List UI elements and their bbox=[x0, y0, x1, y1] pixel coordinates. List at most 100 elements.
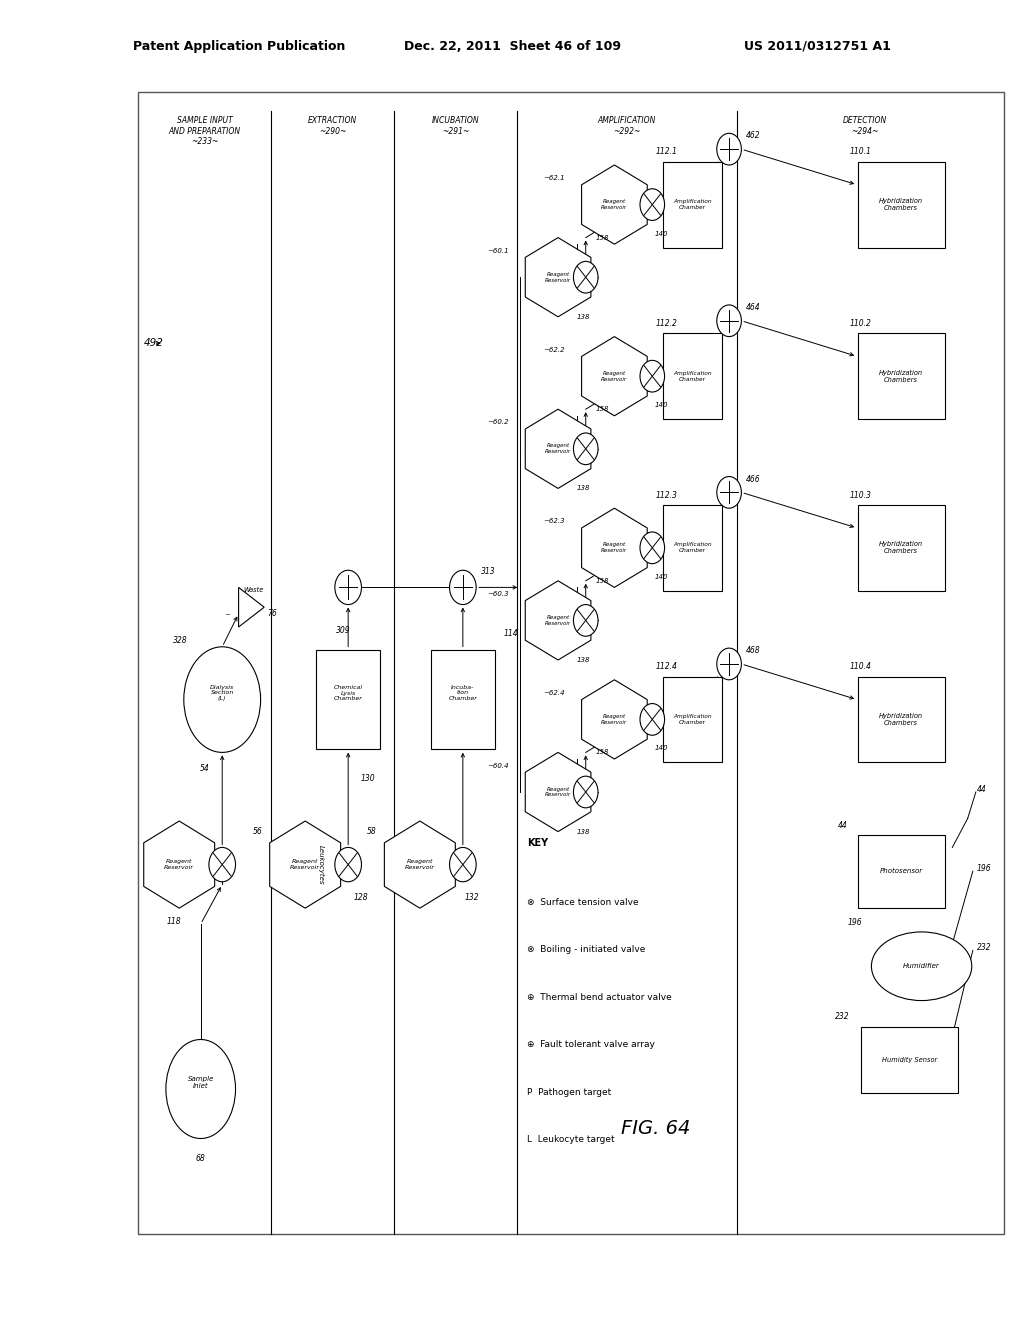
Text: 138: 138 bbox=[577, 829, 591, 834]
Circle shape bbox=[209, 847, 236, 882]
Text: 112.2: 112.2 bbox=[655, 319, 677, 327]
Text: Reagent
Reservoir: Reagent Reservoir bbox=[404, 859, 435, 870]
Text: Hybridization
Chambers: Hybridization Chambers bbox=[879, 713, 924, 726]
FancyBboxPatch shape bbox=[858, 676, 944, 763]
Text: 313: 313 bbox=[481, 568, 496, 576]
Text: Humidity Sensor: Humidity Sensor bbox=[882, 1057, 937, 1063]
Circle shape bbox=[450, 570, 476, 605]
Text: ~60.1: ~60.1 bbox=[487, 248, 509, 253]
Polygon shape bbox=[582, 337, 647, 416]
FancyBboxPatch shape bbox=[316, 651, 380, 750]
FancyBboxPatch shape bbox=[858, 836, 944, 908]
Circle shape bbox=[640, 189, 665, 220]
Text: 112.4: 112.4 bbox=[655, 663, 677, 671]
Text: 112.3: 112.3 bbox=[655, 491, 677, 499]
Circle shape bbox=[640, 532, 665, 564]
Text: 110.2: 110.2 bbox=[850, 319, 871, 327]
Text: KEY: KEY bbox=[527, 838, 549, 849]
FancyBboxPatch shape bbox=[858, 333, 944, 420]
Text: 492: 492 bbox=[143, 338, 163, 348]
Polygon shape bbox=[525, 752, 591, 832]
Text: US 2011/0312751 A1: US 2011/0312751 A1 bbox=[744, 40, 891, 53]
Text: ~62.1: ~62.1 bbox=[544, 176, 565, 181]
Text: 232: 232 bbox=[836, 1012, 850, 1020]
Text: ⊕  Thermal bend actuator valve: ⊕ Thermal bend actuator valve bbox=[527, 993, 672, 1002]
Text: 128: 128 bbox=[353, 894, 368, 902]
Text: 328: 328 bbox=[173, 636, 187, 644]
Text: 132: 132 bbox=[465, 894, 479, 902]
Ellipse shape bbox=[166, 1040, 236, 1138]
Text: 158: 158 bbox=[596, 407, 609, 412]
Polygon shape bbox=[239, 587, 264, 627]
Text: ~62.3: ~62.3 bbox=[544, 519, 565, 524]
Text: Amplification
Chamber: Amplification Chamber bbox=[673, 371, 712, 381]
Text: Dialysis
Section
(L): Dialysis Section (L) bbox=[210, 685, 234, 701]
Text: Humidifier: Humidifier bbox=[903, 964, 940, 969]
Text: SAMPLE INPUT
AND PREPARATION
~233~: SAMPLE INPUT AND PREPARATION ~233~ bbox=[169, 116, 241, 147]
Text: 158: 158 bbox=[596, 235, 609, 240]
FancyBboxPatch shape bbox=[860, 1027, 958, 1093]
Text: Hybridization
Chambers: Hybridization Chambers bbox=[879, 198, 924, 211]
Text: 112.1: 112.1 bbox=[655, 148, 677, 156]
Polygon shape bbox=[525, 409, 591, 488]
Circle shape bbox=[640, 704, 665, 735]
Text: 158: 158 bbox=[596, 578, 609, 583]
Text: 118: 118 bbox=[167, 917, 181, 925]
FancyBboxPatch shape bbox=[663, 676, 722, 763]
Text: 140: 140 bbox=[654, 574, 668, 579]
Circle shape bbox=[717, 648, 741, 680]
Text: 58: 58 bbox=[367, 828, 377, 836]
Text: 138: 138 bbox=[577, 657, 591, 663]
Text: 110.3: 110.3 bbox=[850, 491, 871, 499]
Text: DETECTION
~294~: DETECTION ~294~ bbox=[843, 116, 888, 136]
Text: ~62.2: ~62.2 bbox=[544, 347, 565, 352]
Circle shape bbox=[640, 360, 665, 392]
FancyBboxPatch shape bbox=[858, 162, 944, 248]
Text: ⊕  Fault tolerant valve array: ⊕ Fault tolerant valve array bbox=[527, 1040, 655, 1049]
Text: 130: 130 bbox=[360, 775, 375, 783]
Text: 468: 468 bbox=[745, 647, 760, 655]
Text: 462: 462 bbox=[745, 132, 760, 140]
Text: Chemical
Lysis
Chamber: Chemical Lysis Chamber bbox=[334, 685, 362, 701]
Text: Reagent
Reservoir: Reagent Reservoir bbox=[164, 859, 195, 870]
Text: 140: 140 bbox=[654, 403, 668, 408]
Text: Reagent
Reservoir: Reagent Reservoir bbox=[545, 615, 571, 626]
Ellipse shape bbox=[871, 932, 972, 1001]
Text: 140: 140 bbox=[654, 231, 668, 236]
Polygon shape bbox=[384, 821, 456, 908]
Text: 309: 309 bbox=[336, 627, 350, 635]
Text: P  Pathogen target: P Pathogen target bbox=[527, 1088, 611, 1097]
Text: Hybridization
Chambers: Hybridization Chambers bbox=[879, 541, 924, 554]
Text: 464: 464 bbox=[745, 304, 760, 312]
Text: 232: 232 bbox=[977, 944, 991, 952]
Polygon shape bbox=[143, 821, 215, 908]
Circle shape bbox=[573, 261, 598, 293]
Text: 44: 44 bbox=[977, 785, 987, 793]
Text: 110.4: 110.4 bbox=[850, 663, 871, 671]
FancyBboxPatch shape bbox=[663, 506, 722, 591]
Circle shape bbox=[573, 776, 598, 808]
Polygon shape bbox=[525, 238, 591, 317]
Text: 466: 466 bbox=[745, 475, 760, 483]
FancyBboxPatch shape bbox=[431, 651, 495, 750]
Text: Patent Application Publication: Patent Application Publication bbox=[133, 40, 345, 53]
FancyBboxPatch shape bbox=[858, 506, 944, 591]
Text: INCUBATION
~291~: INCUBATION ~291~ bbox=[432, 116, 479, 136]
Text: Reagent
Reservoir: Reagent Reservoir bbox=[290, 859, 321, 870]
Text: 110.1: 110.1 bbox=[850, 148, 871, 156]
Text: ~60.2: ~60.2 bbox=[487, 420, 509, 425]
Text: 196: 196 bbox=[977, 865, 991, 873]
Text: Reagent
Reservoir: Reagent Reservoir bbox=[601, 714, 628, 725]
Text: FIG. 64: FIG. 64 bbox=[621, 1119, 690, 1138]
Circle shape bbox=[573, 605, 598, 636]
Polygon shape bbox=[269, 821, 341, 908]
Polygon shape bbox=[582, 508, 647, 587]
Text: 196: 196 bbox=[848, 919, 862, 927]
Text: Reagent
Reservoir: Reagent Reservoir bbox=[601, 371, 628, 381]
Text: Reagent
Reservoir: Reagent Reservoir bbox=[601, 543, 628, 553]
Circle shape bbox=[335, 847, 361, 882]
Text: 54: 54 bbox=[200, 764, 210, 772]
Text: Photosensor: Photosensor bbox=[880, 869, 923, 874]
Text: AMPLIFICATION
~292~: AMPLIFICATION ~292~ bbox=[597, 116, 656, 136]
Text: L  Leukocyte target: L Leukocyte target bbox=[527, 1135, 615, 1144]
